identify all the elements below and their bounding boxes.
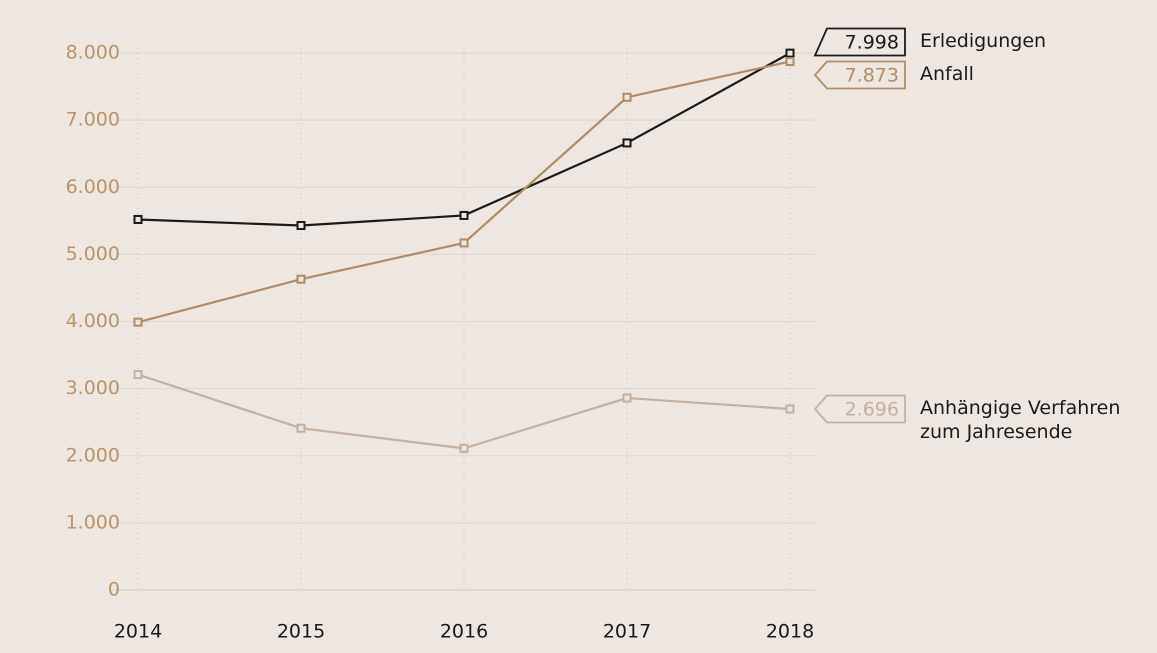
y-tick-label: 7.000 [66, 109, 120, 131]
point-marker [622, 393, 632, 403]
legend-label: Anfall [920, 63, 974, 85]
legend-label: Erledigungen [920, 30, 1047, 52]
label-box [813, 60, 906, 90]
value-label: 2.696 [845, 399, 899, 421]
point-marker [622, 92, 632, 102]
point-marker [296, 423, 306, 433]
y-tick-label: 4.000 [66, 310, 120, 332]
point-marker [785, 404, 795, 414]
x-tick-label: 2015 [277, 621, 325, 643]
label-box [813, 27, 906, 57]
y-tick-label: 5.000 [66, 243, 120, 265]
point-marker [133, 214, 143, 224]
y-tick-label: 8.000 [66, 42, 120, 64]
point-marker [296, 274, 306, 284]
point-marker [785, 57, 795, 67]
value-label: 7.998 [845, 32, 899, 54]
point-marker [296, 221, 306, 231]
y-tick-label: 3.000 [66, 377, 120, 399]
x-tick-label: 2014 [114, 621, 162, 643]
point-marker [459, 210, 469, 220]
point-marker [459, 443, 469, 453]
value-label: 7.873 [845, 65, 899, 87]
label-box [813, 394, 906, 424]
x-tick-label: 2017 [603, 621, 651, 643]
point-marker [133, 317, 143, 327]
x-tick-label: 2016 [440, 621, 488, 643]
point-marker [785, 48, 795, 58]
point-marker [459, 238, 469, 248]
y-tick-label: 0 [108, 579, 120, 601]
point-marker [133, 370, 143, 380]
y-tick-label: 2.000 [66, 444, 120, 466]
point-marker [622, 138, 632, 148]
x-tick-label: 2018 [766, 621, 814, 643]
series-line [137, 373, 791, 450]
y-tick-label: 1.000 [66, 511, 120, 533]
legend-label: Anhängige Verfahren zum Jahresende [920, 397, 1121, 443]
y-tick-label: 6.000 [66, 176, 120, 198]
